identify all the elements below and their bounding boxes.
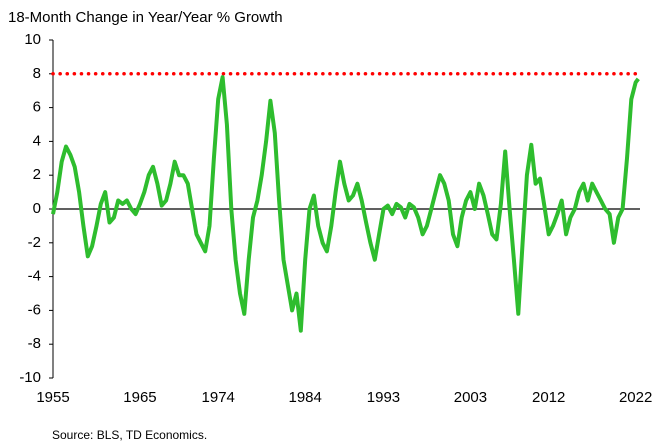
x-tick-label: 1993 <box>367 389 400 406</box>
y-tick-label: -4 <box>28 268 41 285</box>
y-tick-label: -10 <box>19 369 41 386</box>
data-line <box>51 75 640 333</box>
x-tick-label: 1955 <box>36 389 69 406</box>
x-tick-label: 1984 <box>289 389 322 406</box>
x-tick-label: 2012 <box>532 389 565 406</box>
y-tick-label: 0 <box>33 200 41 217</box>
y-tick-label: -8 <box>28 335 41 352</box>
y-tick-label: 4 <box>33 132 41 149</box>
y-tick-label: 6 <box>33 99 41 116</box>
y-tick-label: -2 <box>28 234 41 251</box>
x-tick-label: 1974 <box>202 389 235 406</box>
chart-title: 18-Month Change in Year/Year % Growth <box>8 9 283 26</box>
x-tick-label: 2003 <box>454 389 487 406</box>
y-tick-label: 8 <box>33 65 41 82</box>
x-tick-label: 1965 <box>123 389 156 406</box>
y-tick-label: -6 <box>28 301 41 318</box>
source: Source: BLS, TD Economics. <box>52 428 207 442</box>
y-tick-label: 10 <box>24 31 41 48</box>
x-tick-label: 2022 <box>619 389 652 406</box>
y-tick-label: 2 <box>33 166 41 183</box>
